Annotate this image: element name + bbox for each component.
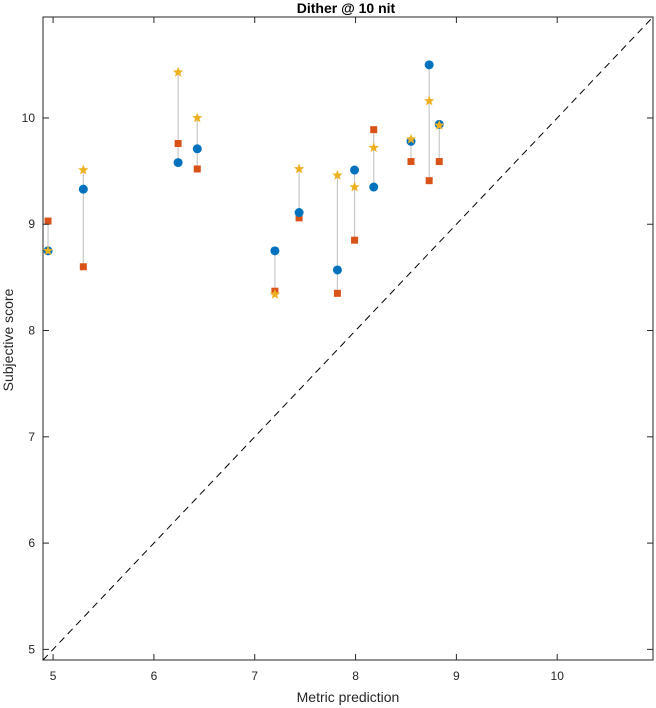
y-axis-ticks: 5 6 7 8 9 10 xyxy=(22,111,653,656)
chart-title: Dither @ 10 nit xyxy=(297,0,396,16)
star-point-8 xyxy=(368,142,379,153)
y-tick-label: 6 xyxy=(28,536,35,550)
circle-point-3 xyxy=(192,144,202,154)
y-tick-label: 7 xyxy=(28,430,35,444)
plot-area xyxy=(42,16,654,661)
star-point-0 xyxy=(42,245,54,256)
star-point-2 xyxy=(172,66,184,77)
square-point-7 xyxy=(351,236,359,244)
x-tick-label: 7 xyxy=(251,669,258,683)
y-tick-label: 8 xyxy=(28,324,35,338)
square-point-2 xyxy=(174,139,182,147)
star-point-3 xyxy=(192,112,203,123)
circle-point-10 xyxy=(424,60,434,70)
y-tick-label: 9 xyxy=(28,217,35,231)
y-axis-label: Subjective score xyxy=(0,288,16,391)
square-point-11 xyxy=(435,158,443,166)
star-point-9 xyxy=(405,133,417,144)
square-point-9 xyxy=(407,158,415,166)
star-point-10 xyxy=(423,95,435,106)
square-point-0 xyxy=(44,217,52,225)
y-tick-label: 5 xyxy=(28,642,35,656)
x-axis-ticks: 5 6 7 8 9 10 xyxy=(50,17,564,683)
x-tick-label: 9 xyxy=(453,669,460,683)
square-point-8 xyxy=(370,126,378,134)
star-point-6 xyxy=(332,169,343,180)
star-point-11 xyxy=(434,119,445,130)
star-point-5 xyxy=(293,163,305,174)
circle-point-5 xyxy=(294,208,304,218)
circle-point-6 xyxy=(332,265,342,275)
star-point-4 xyxy=(269,288,281,299)
data-markers xyxy=(42,60,445,299)
star-point-1 xyxy=(78,164,89,175)
x-tick-label: 10 xyxy=(551,669,565,683)
circle-point-1 xyxy=(78,184,88,194)
star-point-7 xyxy=(349,181,360,192)
circle-point-4 xyxy=(270,246,280,256)
circle-point-7 xyxy=(350,165,360,175)
x-tick-label: 8 xyxy=(352,669,359,683)
x-tick-label: 6 xyxy=(151,669,158,683)
x-axis-label: Metric prediction xyxy=(297,689,400,705)
square-point-5 xyxy=(295,214,303,222)
circle-point-2 xyxy=(173,158,183,168)
x-tick-label: 5 xyxy=(50,669,57,683)
square-point-1 xyxy=(79,263,87,271)
identity-line xyxy=(42,16,654,661)
y-tick-label: 10 xyxy=(22,111,36,125)
square-point-3 xyxy=(193,165,201,173)
square-point-6 xyxy=(333,289,341,297)
square-point-10 xyxy=(425,177,433,185)
circle-point-8 xyxy=(369,182,379,192)
